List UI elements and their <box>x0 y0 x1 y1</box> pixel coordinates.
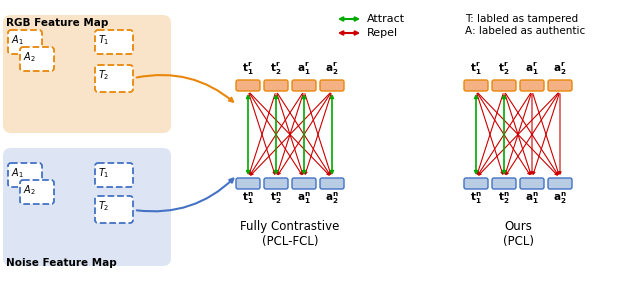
Text: $T_2$: $T_2$ <box>98 199 109 213</box>
Text: A: labeled as authentic: A: labeled as authentic <box>465 26 585 36</box>
Text: $\mathbf{a_2^r}$: $\mathbf{a_2^r}$ <box>325 61 339 77</box>
Text: $A_2$: $A_2$ <box>23 50 36 64</box>
FancyBboxPatch shape <box>548 178 572 189</box>
FancyBboxPatch shape <box>95 196 133 223</box>
FancyBboxPatch shape <box>464 178 488 189</box>
Text: $\mathbf{a_1^n}$: $\mathbf{a_1^n}$ <box>525 191 539 206</box>
FancyBboxPatch shape <box>95 163 133 187</box>
Text: $T_1$: $T_1$ <box>98 166 109 180</box>
FancyBboxPatch shape <box>3 15 171 133</box>
FancyBboxPatch shape <box>8 30 42 54</box>
FancyBboxPatch shape <box>492 80 516 91</box>
Text: $A_2$: $A_2$ <box>23 183 36 197</box>
Text: Fully Contrastive
(PCL-FCL): Fully Contrastive (PCL-FCL) <box>240 220 340 248</box>
Text: $\mathbf{a_1^r}$: $\mathbf{a_1^r}$ <box>297 61 311 77</box>
Text: $\mathbf{a_2^n}$: $\mathbf{a_2^n}$ <box>553 191 567 206</box>
FancyBboxPatch shape <box>520 80 544 91</box>
FancyBboxPatch shape <box>95 30 133 54</box>
FancyBboxPatch shape <box>236 80 260 91</box>
Text: $\mathbf{t_2^r}$: $\mathbf{t_2^r}$ <box>270 61 282 77</box>
FancyBboxPatch shape <box>548 80 572 91</box>
Text: $\mathbf{a_2^n}$: $\mathbf{a_2^n}$ <box>325 191 339 206</box>
Text: $\mathbf{a_1^r}$: $\mathbf{a_1^r}$ <box>525 61 539 77</box>
Text: $\mathbf{a_1^n}$: $\mathbf{a_1^n}$ <box>297 191 311 206</box>
Text: Noise Feature Map: Noise Feature Map <box>6 258 116 268</box>
Text: $\mathbf{t_1^r}$: $\mathbf{t_1^r}$ <box>470 61 482 77</box>
Text: Attract: Attract <box>367 14 405 24</box>
FancyBboxPatch shape <box>464 80 488 91</box>
Text: $\mathbf{a_2^r}$: $\mathbf{a_2^r}$ <box>553 61 567 77</box>
FancyBboxPatch shape <box>292 80 316 91</box>
FancyBboxPatch shape <box>95 65 133 92</box>
Text: $A_1$: $A_1$ <box>11 166 24 180</box>
Text: $\mathbf{t_1^r}$: $\mathbf{t_1^r}$ <box>242 61 254 77</box>
FancyBboxPatch shape <box>492 178 516 189</box>
FancyBboxPatch shape <box>20 180 54 204</box>
FancyBboxPatch shape <box>3 148 171 266</box>
Text: RGB Feature Map: RGB Feature Map <box>6 18 108 28</box>
FancyBboxPatch shape <box>320 80 344 91</box>
FancyBboxPatch shape <box>292 178 316 189</box>
FancyBboxPatch shape <box>8 163 42 187</box>
FancyBboxPatch shape <box>236 178 260 189</box>
Text: Ours
(PCL): Ours (PCL) <box>502 220 534 248</box>
Text: $\mathbf{t_2^r}$: $\mathbf{t_2^r}$ <box>499 61 509 77</box>
Text: $T_2$: $T_2$ <box>98 68 109 82</box>
FancyBboxPatch shape <box>264 80 288 91</box>
Text: $A_1$: $A_1$ <box>11 33 24 47</box>
FancyBboxPatch shape <box>520 178 544 189</box>
Text: $\mathbf{t_1^n}$: $\mathbf{t_1^n}$ <box>242 191 254 206</box>
FancyBboxPatch shape <box>20 47 54 71</box>
Text: $\mathbf{t_2^n}$: $\mathbf{t_2^n}$ <box>498 191 510 206</box>
Text: T: labled as tampered: T: labled as tampered <box>465 14 578 24</box>
FancyBboxPatch shape <box>320 178 344 189</box>
Text: Repel: Repel <box>367 28 398 38</box>
FancyBboxPatch shape <box>264 178 288 189</box>
Text: $T_1$: $T_1$ <box>98 33 109 47</box>
Text: $\mathbf{t_2^n}$: $\mathbf{t_2^n}$ <box>270 191 282 206</box>
Text: $\mathbf{t_1^n}$: $\mathbf{t_1^n}$ <box>470 191 482 206</box>
